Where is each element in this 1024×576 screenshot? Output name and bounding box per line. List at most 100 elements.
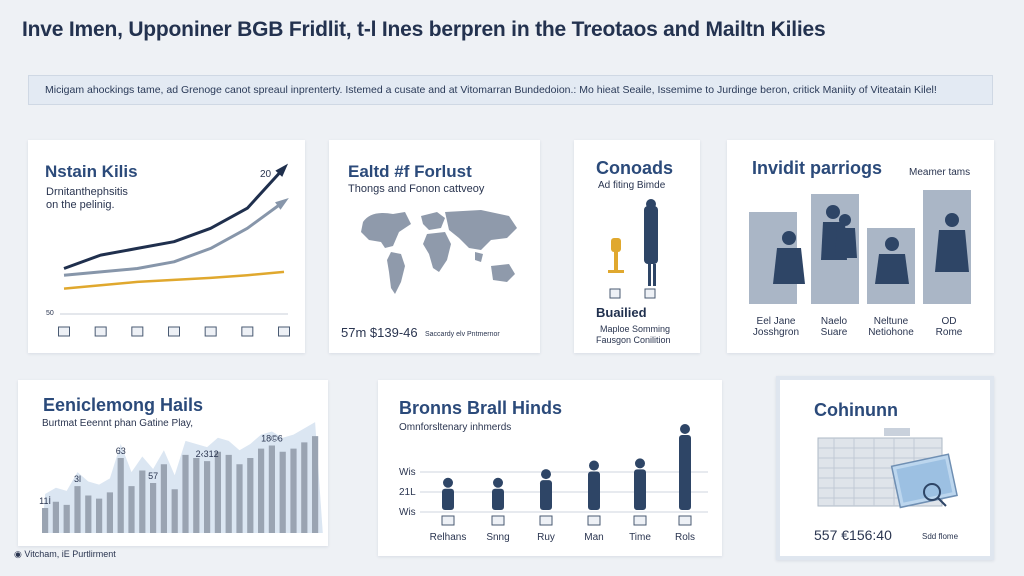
line-chart-card: Nstain Kilis Drnitanthephsitis on the pe…	[28, 140, 305, 353]
bars-bar-1	[42, 508, 49, 533]
conoads-title: Conoads	[596, 158, 674, 178]
line-x-tick-6	[241, 326, 254, 337]
bronns-chart: Relhans Snng Ruy Man Time Rols	[420, 424, 708, 543]
people-label-4-b: Rome	[935, 327, 963, 338]
line-series-3	[63, 270, 285, 290]
footer-text: Vitcham, iE Purtlirment	[24, 549, 116, 559]
line-x-tick-5	[204, 326, 217, 337]
people-subtitle: Meamer tams	[909, 167, 971, 178]
line-series-2	[63, 200, 285, 277]
cohinunn-note: Sdd flome	[922, 532, 959, 541]
figure-icon	[608, 199, 658, 299]
bronns-title: Bronns Brall Hinds	[399, 398, 563, 418]
bars-bar-17	[214, 451, 221, 533]
bronns-subtitle: Omnforsltenary inhmerds	[399, 422, 512, 433]
line-chart-axis-label: 50	[46, 310, 54, 317]
bronns-label-6: Rols	[675, 532, 695, 543]
bars-bar-21	[258, 448, 265, 533]
map-card: Ealtd #f Forlust Thongs and Fonon cattve…	[329, 140, 540, 353]
bars-bar-11	[150, 483, 157, 533]
cohinunn-value: 557 €156:40	[814, 527, 892, 543]
conoads-note-2: Fausgon Conilition	[596, 335, 671, 345]
map-card-subtitle: Thongs and Fonon cattveoy	[348, 183, 485, 195]
bars-data-label-3: 63	[116, 446, 126, 456]
line-chart-title: Nstain Kilis	[45, 162, 138, 181]
people-label-3: Neltune Netiohone	[866, 316, 916, 338]
map-card-value-text: 57m $139-46	[341, 325, 418, 340]
line-x-tick-1	[58, 326, 70, 337]
people-label-2: Naelo Suare	[809, 316, 859, 338]
bars-bar-12	[160, 464, 167, 533]
bars-bar-2	[52, 501, 59, 533]
bars-bar-5	[85, 495, 92, 533]
people-columns	[749, 190, 971, 304]
bronns-figure-4	[588, 460, 600, 510]
bronns-y-label-1: Wis	[399, 467, 416, 478]
people-label-1: Eel Jane Josshgron	[751, 316, 801, 338]
bars-bar-24	[290, 448, 297, 533]
bars-bar-25	[301, 442, 308, 533]
footer-dot-icon: ◉	[14, 549, 22, 559]
bronns-figure-5	[634, 458, 646, 510]
bronns-tick-4	[587, 515, 601, 526]
line-chart	[58, 163, 290, 337]
cohinunn-title: Cohinunn	[814, 400, 898, 420]
conoads-subtitle: Ad fiting Bimde	[598, 180, 666, 191]
page-title: Inve Imen, Upponiner BGB Fridlit, t-l In…	[22, 18, 826, 41]
cohinunn-card: Cohinunn 557 €156:40 Sdd flome	[776, 376, 994, 560]
bars-bar-20	[247, 458, 254, 533]
bronns-tick-5	[633, 515, 647, 526]
bronns-y-label-2: 21L	[399, 487, 416, 498]
bronns-figure-1	[442, 477, 454, 510]
conoads-note-1: Maploe Somming	[600, 324, 671, 334]
bars-subtitle: Burtmat Eeennt phan Gatine Play,	[42, 418, 194, 429]
line-series-2-arrow	[275, 197, 289, 210]
people-card: Invidit parriogs Meamer tams Eel Jane Jos…	[727, 140, 994, 353]
people-label-4-a: OD	[941, 316, 957, 327]
bronns-card: Bronns Brall Hinds Omnforsltenary inhmer…	[378, 380, 722, 556]
bars-bar-22	[268, 445, 275, 533]
people-label-4: OD Rome	[924, 316, 974, 338]
people-label-2-a: Naelo	[820, 316, 848, 327]
bars-card: Eeniclemong Hails Burtmat Eeennt phan Ga…	[18, 380, 328, 546]
bars-bar-19	[236, 464, 243, 533]
bars-chart: 11İ 3l 63 57 2‹312 18©6	[39, 422, 323, 533]
line-x-tick-7	[278, 326, 290, 337]
document-image-icon	[817, 428, 958, 509]
bars-bar-8	[117, 458, 124, 533]
bars-bar-26	[312, 436, 319, 533]
bars-bar-3	[63, 504, 70, 533]
map-card-note: Saccardy elv Pntmernor	[425, 331, 500, 338]
line-chart-peak-label: 20	[260, 169, 272, 180]
people-label-3-b: Netiohone	[868, 327, 914, 338]
bronns-figure-6	[679, 424, 691, 510]
line-chart-subtitle-1: Drnitanthephsitis	[46, 186, 128, 198]
bars-bar-15	[193, 458, 200, 533]
bronns-label-5: Time	[629, 532, 651, 543]
map-card-title: Ealtd #f Forlust	[348, 162, 472, 181]
bars-bar-9	[128, 486, 135, 533]
people-title: Invidit parriogs	[752, 158, 883, 178]
bronns-label-3: Ruy	[537, 532, 555, 543]
bronns-figure-2	[492, 477, 504, 510]
bars-bar-4	[74, 486, 81, 533]
bars-bar-18	[225, 454, 232, 533]
bars-data-label-6: 18©6	[261, 434, 283, 444]
line-series-1	[63, 166, 286, 270]
line-series-1-arrow	[275, 163, 289, 177]
bars-bar-10	[139, 470, 146, 533]
map-card-value: 57m $139-46	[341, 326, 418, 340]
bars-bar-7	[106, 492, 113, 533]
line-x-tick-3	[131, 326, 144, 337]
bronns-label-2: Snng	[486, 532, 509, 543]
bars-data-label-2: 3l	[74, 474, 81, 484]
line-chart-subtitle-2: on the pelinig.	[46, 199, 115, 211]
summary-banner: Micigam ahockings tame, ad Grenoge canot…	[28, 75, 993, 105]
conoads-card: Conoads Ad fiting Bimde Buailied Maploe …	[574, 140, 700, 353]
line-x-tick-4	[168, 326, 180, 337]
people-label-1-b: Josshgron	[752, 327, 800, 338]
world-map-icon	[361, 210, 517, 294]
footer-credit: ◉ Vitcham, iE Purtlirment	[14, 549, 116, 560]
bars-bar-16	[204, 461, 211, 533]
line-x-tick-2	[94, 326, 107, 337]
